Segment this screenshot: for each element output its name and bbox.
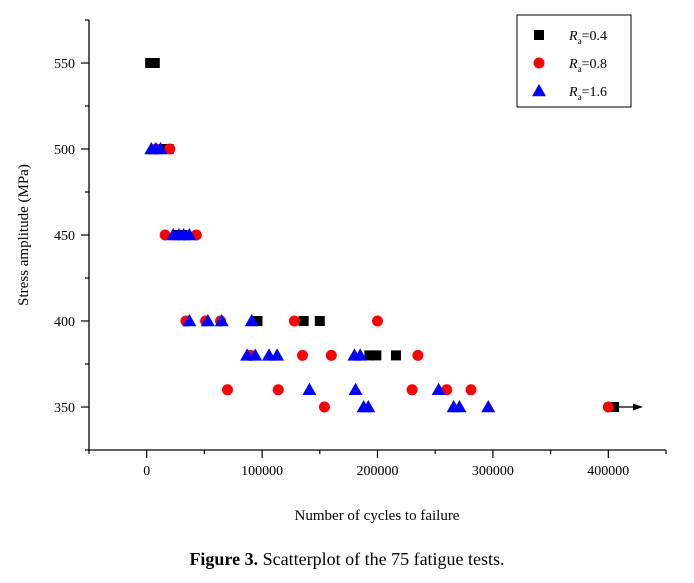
scatter-chart: 0 100000 200000 300000 400000 350 400 450 500 550… <box>16 14 667 524</box>
triangle-point <box>348 382 363 396</box>
square-point <box>390 350 401 361</box>
series-circle <box>150 143 614 413</box>
legend-marker-triangle <box>532 84 546 97</box>
circle-point <box>465 384 477 396</box>
circle-point <box>272 384 284 396</box>
x-tick-label: 100000 <box>241 464 283 479</box>
circle-point <box>221 384 233 396</box>
square-point <box>314 316 325 326</box>
circle-point <box>318 401 330 413</box>
y-tick-label: 400 <box>54 315 75 330</box>
circle-point <box>602 401 614 413</box>
circle-point <box>288 315 300 327</box>
square-point <box>298 316 309 326</box>
triangle-point <box>153 142 168 155</box>
circle-point <box>372 315 383 327</box>
y-tick-label: 550 <box>54 57 75 72</box>
runout-arrow-head <box>632 403 643 411</box>
series-triangle <box>144 142 496 413</box>
triangle-point <box>244 314 259 327</box>
triangle-point <box>481 400 496 413</box>
legend-marker-circle <box>533 57 545 69</box>
legend: Ra=0.4 Ra=0.8 Ra=1.6 <box>516 14 632 108</box>
legend-marker-square <box>534 30 544 40</box>
triangle-point <box>214 314 229 327</box>
y-tick-label: 500 <box>54 143 75 158</box>
circle-point <box>164 143 176 155</box>
square-point <box>364 350 375 361</box>
x-axis-label: Number of cycles to failure <box>295 508 460 524</box>
x-tick-label: 200000 <box>357 464 399 479</box>
caption-text: Scatterplot of the 75 fatigue tests. <box>258 549 505 569</box>
triangle-point <box>182 314 197 327</box>
triangle-point <box>302 382 317 396</box>
circle-point <box>406 384 418 396</box>
triangle-point <box>452 400 467 413</box>
circle-point <box>296 349 308 361</box>
legend-label: Ra=1.6 <box>568 85 607 102</box>
triangle-point <box>182 228 197 241</box>
x-tick-label: 300000 <box>472 464 514 479</box>
triangle-point <box>353 348 368 361</box>
square-point <box>149 58 160 68</box>
y-axis-label: Stress amplitude (MPa) <box>16 164 32 306</box>
triangle-point <box>200 314 215 327</box>
circle-point <box>325 349 337 361</box>
circle-point <box>412 349 424 361</box>
square-point <box>371 350 382 361</box>
legend-label: Ra=0.8 <box>568 57 607 74</box>
legend-label: Ra=0.4 <box>568 29 607 46</box>
triangle-point <box>431 382 446 396</box>
triangle-point <box>270 348 285 361</box>
x-tick-label: 0 <box>143 464 150 479</box>
axis-ticks: 0 100000 200000 300000 400000 350 400 450 500 550 <box>54 19 667 479</box>
triangle-point <box>248 348 263 361</box>
square-point <box>252 316 263 326</box>
y-tick-label: 450 <box>54 229 75 244</box>
caption-label: Figure 3. <box>189 549 259 569</box>
figure-caption: Figure 3. Scatterplot of the 75 fatigue … <box>0 549 694 570</box>
triangle-point <box>361 400 376 413</box>
y-tick-label: 350 <box>54 401 75 416</box>
x-tick-label: 400000 <box>587 464 629 479</box>
data-points <box>144 58 643 413</box>
series-square <box>145 58 643 412</box>
